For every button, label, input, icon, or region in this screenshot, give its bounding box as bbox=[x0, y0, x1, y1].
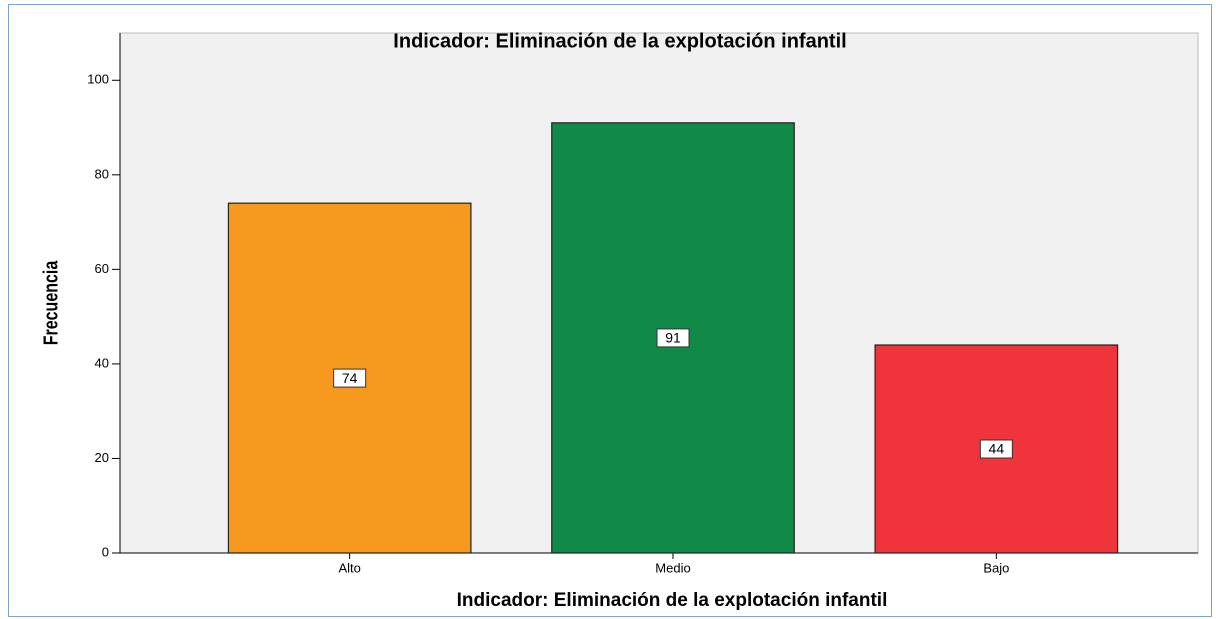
x-tick-label: Medio bbox=[655, 560, 690, 575]
value-label: 44 bbox=[989, 441, 1005, 457]
y-axis-label: Frecuencia bbox=[40, 260, 62, 345]
value-label: 74 bbox=[342, 370, 358, 386]
chart-title: Indicador: Eliminación de la explotación… bbox=[393, 30, 846, 52]
value-label: 91 bbox=[665, 330, 681, 346]
y-tick-label: 80 bbox=[95, 166, 109, 181]
y-tick-label: 60 bbox=[95, 261, 109, 276]
x-tick-label: Bajo bbox=[983, 560, 1009, 575]
x-tick-label: Alto bbox=[338, 560, 360, 575]
x-axis-label: Indicador: Eliminación de la explotación… bbox=[457, 590, 888, 611]
y-tick-label: 0 bbox=[102, 544, 109, 559]
y-tick-label: 100 bbox=[87, 72, 109, 87]
y-tick-label: 20 bbox=[95, 450, 109, 465]
y-tick-label: 40 bbox=[95, 355, 109, 370]
value-label-box bbox=[979, 439, 1013, 459]
value-label-box bbox=[656, 328, 690, 348]
value-label-box bbox=[333, 368, 367, 388]
